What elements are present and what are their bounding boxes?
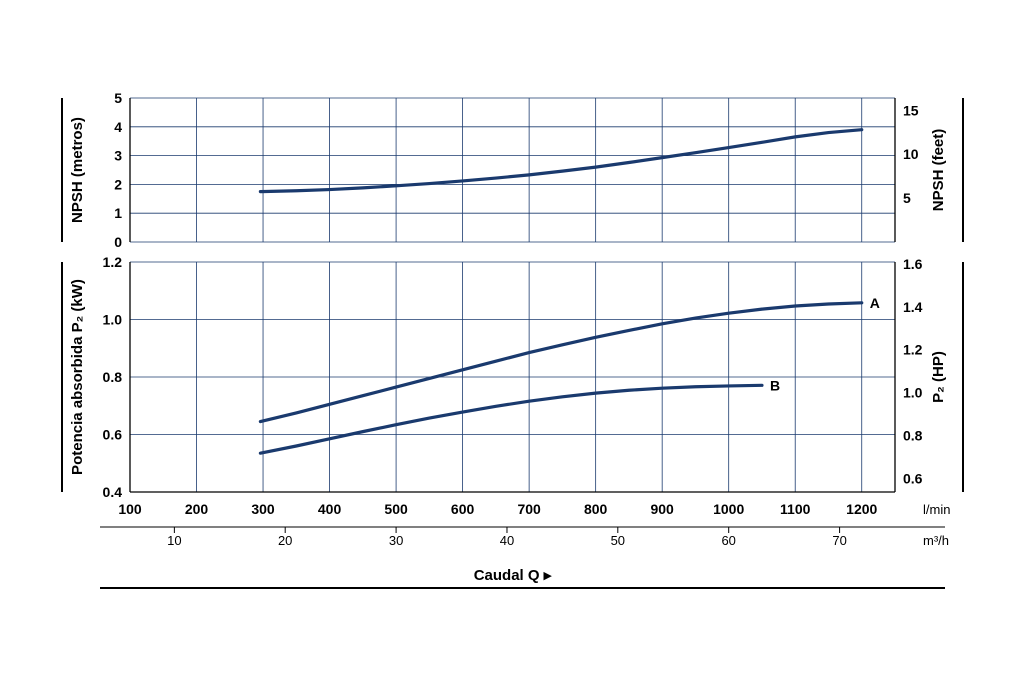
svg-text:1.6: 1.6 <box>903 256 923 272</box>
svg-text:1.2: 1.2 <box>103 254 123 270</box>
svg-text:5: 5 <box>114 90 122 106</box>
xtick-lmin: 100 <box>118 501 142 517</box>
svg-text:2: 2 <box>114 176 122 192</box>
x-unit-lmin: l/min <box>923 502 950 517</box>
svg-text:0.6: 0.6 <box>103 427 123 443</box>
chart-svg: 0 1 2 3 4 5 5 10 15 NPSH (metros) NPSH (feet) 0.4 0.… <box>0 0 1024 683</box>
svg-text:1.0: 1.0 <box>103 312 123 328</box>
top-y-left-label: NPSH (metros) <box>69 117 86 223</box>
svg-text:0: 0 <box>114 234 122 250</box>
xtick-lmin: 800 <box>584 501 608 517</box>
xtick-m3h: 10 <box>167 533 181 548</box>
svg-text:0.4: 0.4 <box>103 484 123 500</box>
pump-curve-chart: { "layout": { "width": 1024, "height": 6… <box>0 0 1024 683</box>
bot-y-left-label: Potencia absorbida P₂ (kW) <box>69 279 86 475</box>
svg-text:4: 4 <box>114 119 122 135</box>
xtick-m3h: 60 <box>721 533 735 548</box>
x-unit-m3h: m³/h <box>923 533 949 548</box>
series-npsh <box>260 130 861 192</box>
series-B <box>260 385 762 453</box>
series-label-A: A <box>870 295 880 311</box>
svg-text:1: 1 <box>114 205 122 221</box>
svg-text:1.4: 1.4 <box>903 299 923 315</box>
xtick-m3h: 50 <box>611 533 625 548</box>
xtick-lmin: 200 <box>185 501 209 517</box>
svg-text:1.2: 1.2 <box>903 342 923 358</box>
xtick-m3h: 40 <box>500 533 514 548</box>
xtick-lmin: 1100 <box>780 501 811 517</box>
xtick-lmin: 1200 <box>846 501 877 517</box>
svg-text:3: 3 <box>114 148 122 164</box>
x-axis-title: Caudal Q ▸ <box>474 567 553 584</box>
svg-text:5: 5 <box>903 190 911 206</box>
svg-text:0.8: 0.8 <box>103 369 123 385</box>
svg-text:0.8: 0.8 <box>903 427 923 443</box>
svg-text:10: 10 <box>903 146 919 162</box>
top-y-right-label: NPSH (feet) <box>930 129 947 212</box>
xtick-lmin: 300 <box>251 501 275 517</box>
xtick-m3h: 20 <box>278 533 292 548</box>
series-label-B: B <box>770 377 780 393</box>
xtick-m3h: 30 <box>389 533 403 548</box>
svg-text:0.6: 0.6 <box>903 470 923 486</box>
xtick-lmin: 500 <box>384 501 408 517</box>
xtick-lmin: 900 <box>650 501 674 517</box>
xtick-lmin: 1000 <box>713 501 744 517</box>
xtick-lmin: 600 <box>451 501 475 517</box>
xtick-m3h: 70 <box>832 533 846 548</box>
svg-text:1.0: 1.0 <box>903 385 923 401</box>
svg-text:15: 15 <box>903 102 919 118</box>
bot-y-right-label: P₂ (HP) <box>930 351 947 403</box>
xtick-lmin: 400 <box>318 501 342 517</box>
xtick-lmin: 700 <box>517 501 541 517</box>
series-A <box>260 303 861 422</box>
